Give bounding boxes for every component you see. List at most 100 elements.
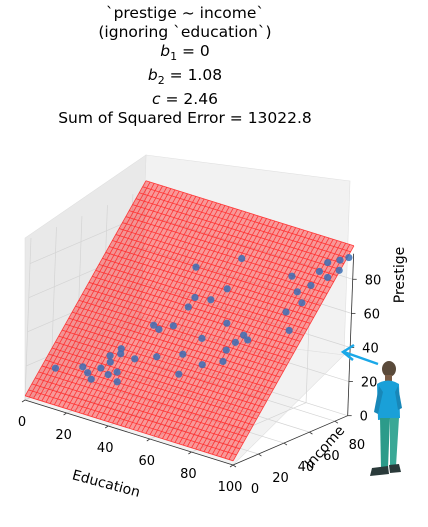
plane-wire [95, 269, 304, 336]
plane-wire [65, 323, 274, 390]
data-point [223, 319, 231, 327]
data-point [335, 266, 343, 274]
floor-gridline [108, 376, 223, 427]
data-point [97, 364, 105, 372]
x-axis-label: Education [70, 467, 141, 500]
title-line-c: c = 2.46 [0, 90, 370, 109]
data-point [345, 253, 353, 262]
data-point [293, 288, 301, 296]
y-tick-mark [258, 453, 262, 457]
plane-wire [125, 216, 334, 282]
data-point [113, 378, 121, 386]
plane-wire [118, 228, 328, 294]
plane-wire [132, 204, 341, 271]
plane-wire [82, 293, 291, 360]
x-tick-mark [104, 425, 109, 429]
data-point [324, 258, 332, 267]
data-point [307, 281, 315, 290]
y-tick-mark [309, 431, 313, 435]
tick-labels: 0 20 40 60 80 100 0 20 40 60 80 0 20 40 60 80 [18, 273, 381, 497]
x-tick-mark [21, 399, 26, 403]
title-line-formula: `prestige ~ income` [105, 4, 265, 22]
plane-wire [88, 281, 298, 348]
plane-wire [58, 335, 267, 402]
y-axis-line [232, 415, 348, 466]
back-gridline [139, 350, 348, 417]
data-points [51, 253, 353, 386]
z-tick-label: 20 [361, 376, 378, 391]
data-point [191, 293, 199, 302]
x-tick-label: 20 [55, 428, 72, 443]
floor-gridline [66, 363, 182, 414]
plane-wire [35, 377, 244, 444]
side-gridline [28, 248, 144, 299]
y-tick-label: 20 [272, 471, 289, 486]
b1-subscript: 1 [170, 50, 178, 64]
data-point [106, 352, 114, 360]
side-gridline [26, 316, 142, 367]
plane-wire [135, 198, 344, 265]
data-point [169, 322, 177, 330]
data-point [223, 285, 231, 293]
data-point [240, 331, 248, 339]
data-point [175, 370, 183, 378]
data-point [238, 254, 246, 263]
x-tick-label: 40 [97, 441, 114, 456]
data-point [285, 326, 293, 335]
plane-wire [31, 383, 240, 450]
y-tick-mark [334, 420, 339, 424]
data-point [219, 357, 227, 366]
plane-wire [25, 395, 234, 462]
data-point [117, 345, 125, 353]
floor-gridline [191, 402, 307, 453]
side-gridline [75, 216, 83, 379]
data-point [87, 375, 95, 383]
plane-wire [78, 299, 287, 366]
plane-wire [51, 347, 261, 414]
title-line-b1: b1 = 0 [0, 42, 370, 66]
plane-wire [61, 329, 271, 396]
x-tick-mark [229, 464, 234, 468]
b1-symbol: b [160, 42, 171, 60]
c-symbol: c [152, 90, 161, 109]
plane-wire [139, 192, 348, 259]
data-point [315, 267, 324, 276]
plane-wire [98, 264, 308, 330]
regression-plane [24, 180, 355, 462]
data-point [155, 325, 163, 333]
y-tick-label: 60 [323, 449, 340, 464]
plane-wire [72, 311, 281, 378]
x-tick-mark [188, 451, 192, 455]
plane-wire [41, 365, 251, 432]
c-value: = 2.46 [160, 90, 218, 109]
side-gridline [101, 205, 108, 368]
data-point [192, 263, 200, 271]
x-tick-mark [146, 438, 151, 442]
data-point [288, 272, 296, 280]
floor-gridline [101, 366, 310, 433]
data-point [113, 368, 121, 376]
z-tick-label: 0 [360, 410, 368, 425]
arrow-icon [340, 343, 379, 366]
data-point [104, 370, 112, 379]
b2-subscript: 2 [157, 74, 165, 88]
z-axis-label: Prestige [392, 247, 408, 303]
x-tick-mark [63, 412, 67, 416]
plane-wire [142, 186, 351, 253]
title-line-b2: b2 = 1.08 [0, 66, 370, 90]
chart-title: `prestige ~ income` (ignoring `education… [0, 4, 370, 128]
side-gridline [24, 238, 32, 401]
z-tick-label: 80 [365, 273, 382, 288]
data-point [282, 308, 290, 316]
axes [24, 253, 355, 466]
title-line-sse: Sum of Squared Error = 13022.8 [58, 109, 312, 128]
b2-value: = 1.08 [164, 66, 223, 85]
data-point [222, 346, 230, 354]
side-gridline [126, 194, 134, 357]
z-axis-line [347, 253, 355, 416]
data-point [179, 350, 187, 358]
plane-wire [45, 359, 254, 426]
data-point [131, 355, 139, 363]
data-point [150, 321, 158, 329]
